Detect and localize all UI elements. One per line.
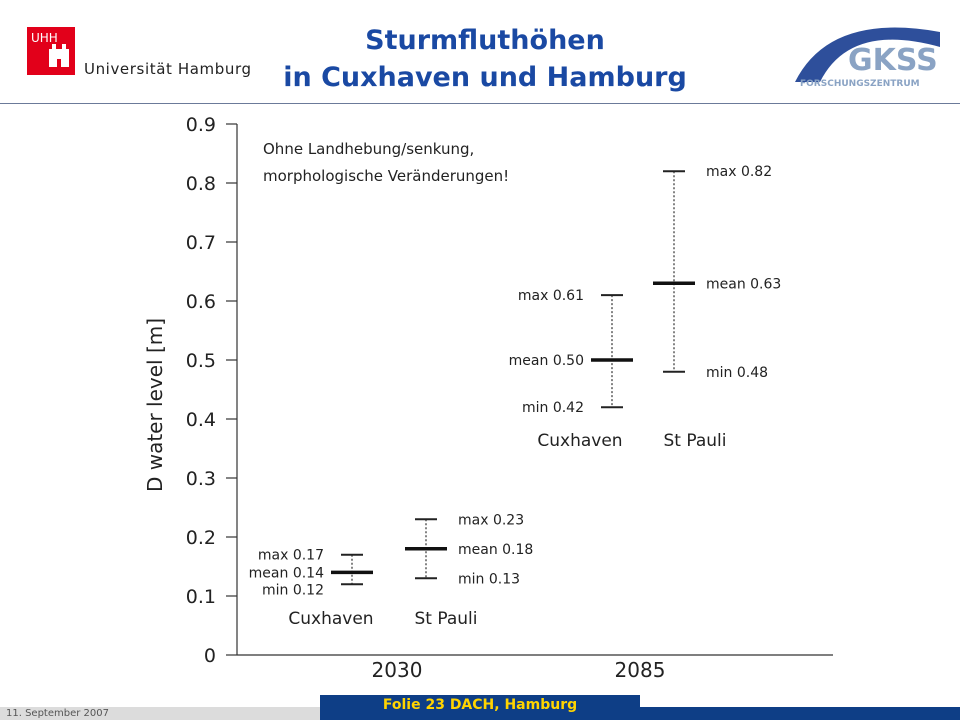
y-tick-label: 0: [204, 645, 216, 667]
max-label-2085-cuxhaven: max 0.61: [518, 288, 584, 304]
university-name: Universität Hamburg: [84, 60, 252, 78]
y-tick-label: 0.1: [186, 586, 216, 608]
annotation-line-1: Ohne Landhebung/senkung,: [263, 140, 474, 158]
mean-label-2030-stpauli: mean 0.18: [458, 542, 533, 558]
y-tick-label: 0.4: [186, 409, 216, 431]
mean-label-2085-stpauli: mean 0.63: [706, 276, 781, 292]
gkss-logo-text: GKSS: [848, 43, 938, 78]
y-tick-label: 0.7: [186, 232, 216, 254]
uhh-logo-text: UHH: [31, 31, 58, 45]
max-label-2030-cuxhaven: max 0.17: [258, 548, 324, 564]
x-category-2085: 2085: [615, 658, 666, 682]
footer-slide-label: Folie 23 DACH, Hamburg: [382, 697, 578, 713]
y-axis-label: D water level [m]: [143, 318, 167, 492]
y-tick-label: 0.8: [186, 173, 216, 195]
x-category-2030: 2030: [372, 658, 423, 682]
mean-label-2085-cuxhaven: mean 0.50: [509, 353, 584, 369]
footer-right-bar: [640, 707, 960, 720]
gkss-arc-icon: [795, 27, 940, 82]
min-label-2085-stpauli: min 0.48: [706, 365, 768, 381]
header-divider: [0, 103, 960, 104]
y-tick-label: 0.6: [186, 291, 216, 313]
gkss-logo: GKSS FORSCHUNGSZENTRUM: [795, 27, 940, 89]
station-label-2030-cuxhaven: Cuxhaven: [288, 609, 373, 629]
footer-date: 11. September 2007: [6, 708, 109, 719]
y-tick-label: 0.5: [186, 350, 216, 372]
station-label-2085-cuxhaven: Cuxhaven: [537, 431, 622, 451]
station-label-2085-stpauli: St Pauli: [664, 431, 727, 451]
title-line-1: Sturmfluthöhen: [365, 25, 605, 56]
annotation-line-2: morphologische Veränderungen!: [263, 167, 509, 185]
min-label-2030-cuxhaven: min 0.12: [262, 582, 324, 598]
footer-center-bar: [320, 695, 640, 720]
y-tick-label: 0.9: [186, 114, 216, 136]
min-label-2030-stpauli: min 0.13: [458, 571, 520, 587]
y-tick-label: 0.3: [186, 468, 216, 490]
mean-label-2030-cuxhaven: mean 0.14: [249, 565, 324, 581]
gkss-logo-subtext: FORSCHUNGSZENTRUM: [800, 79, 920, 89]
min-label-2085-cuxhaven: min 0.42: [522, 400, 584, 416]
max-label-2030-stpauli: max 0.23: [458, 512, 524, 528]
page-title: Sturmfluthöhen in Cuxhaven und Hamburg: [240, 22, 730, 96]
y-tick-label: 0.2: [186, 527, 216, 549]
uhh-logo-icon: UHH: [31, 31, 69, 67]
station-label-2030-stpauli: St Pauli: [415, 609, 478, 629]
uhh-logo: UHH: [27, 27, 75, 75]
max-label-2085-stpauli: max 0.82: [706, 164, 772, 180]
footer-left-bar: [0, 707, 320, 720]
title-line-2: in Cuxhaven und Hamburg: [283, 62, 687, 93]
